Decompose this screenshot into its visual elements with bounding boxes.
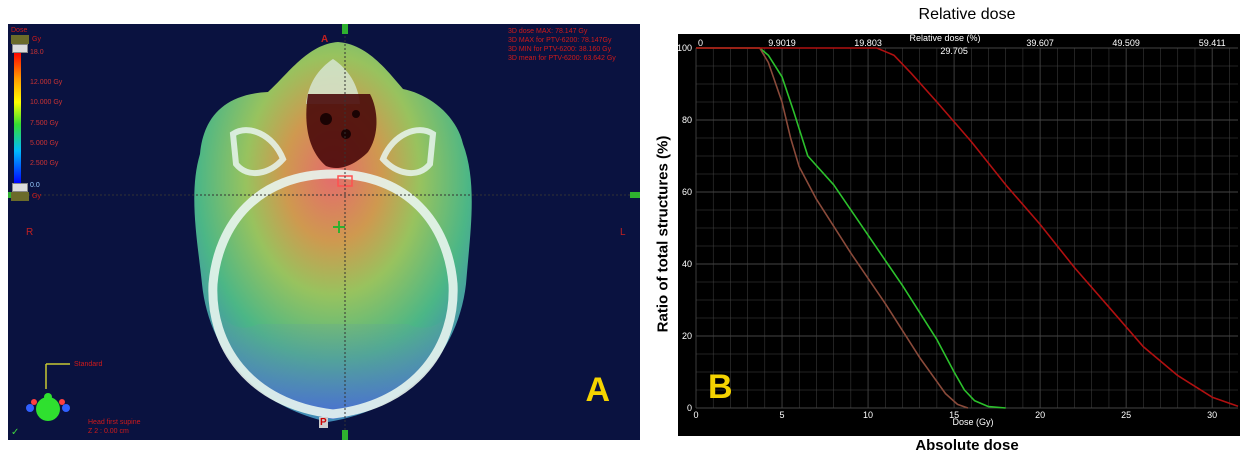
x-tick-label: 5 [780, 410, 785, 420]
grid [695, 47, 1238, 409]
y-tick-label: 80 [682, 115, 692, 125]
dose-stat: 3D MAX for PTV-6200: 78.147Gy [508, 37, 612, 44]
top-tick-label: 19.803 [854, 38, 882, 48]
scale-label: 2.500 Gy [30, 160, 59, 167]
y-tick-label: 40 [682, 259, 692, 269]
dose-viewer-panel[interactable]: Dose Gy Gy 18.0 12.000 Gy 10.000 Gy 7.50… [8, 24, 640, 440]
x-tick-label: 25 [1121, 410, 1131, 420]
tick-labels: 0 5 10 15 20 25 30 0 20 40 60 80 100 0 9.9019 19.803 29.… [678, 38, 1226, 420]
dvh-series-line-3 [696, 47, 1239, 407]
top-tick-label: 59.411 [1199, 38, 1226, 48]
x-tick-label: 30 [1207, 410, 1217, 420]
top-tick-label: 49.509 [1112, 38, 1140, 48]
chart-title: Relative dose [918, 6, 1016, 23]
dose-stat: 3D MIN for PTV-6200: 38.160 Gy [508, 46, 612, 53]
dose-stat: 3D mean for PTV-6200: 63.642 Gy [508, 55, 616, 62]
dose-bottom-unit: Gy [32, 193, 41, 200]
y-axis-label: Ratio of total structures (%) [654, 135, 672, 333]
scale-bottom-handle[interactable] [12, 183, 28, 192]
ct-dose-image [8, 24, 640, 440]
scale-label: 5.000 Gy [30, 140, 59, 147]
panel-letter-a: A [585, 371, 610, 409]
top-tick-label: 29.705 [940, 46, 968, 56]
orientation-left: L [620, 227, 626, 238]
y-axis-label-wrap: Ratio of total structures (%) [648, 34, 678, 434]
x-tick-label: 20 [1035, 410, 1045, 420]
panel-letter-b: B [708, 368, 733, 406]
x-tick-label: 10 [863, 410, 873, 420]
scale-label: 0.0 [30, 182, 40, 189]
y-tick-label: 60 [682, 187, 692, 197]
dose-stat: 3D dose MAX: 78.147 Gy [508, 28, 588, 35]
check-icon: ✓ [11, 427, 20, 438]
plot-background [678, 34, 1240, 436]
dose-color-scale [14, 52, 21, 184]
x-tick-label: 0 [693, 410, 698, 420]
dose-min-field[interactable] [11, 192, 29, 201]
scale-label: 12.000 Gy [30, 79, 63, 86]
patient-position: Head first supine [88, 419, 141, 426]
patient-orientation-figure [36, 397, 60, 421]
skull-rim [208, 169, 458, 419]
dvh-series-line-1 [696, 47, 1006, 409]
x-axis-outer-label: Absolute dose [915, 437, 1019, 454]
orientation-right: R [26, 227, 34, 238]
top-tick-label: 0 [698, 38, 703, 48]
y-tick-label: 100 [678, 43, 692, 53]
orientation-posterior: P [319, 417, 328, 428]
inner-x-label: Dose (Gy) [952, 417, 993, 427]
orientation-anterior: A [321, 34, 329, 45]
series-lines [696, 47, 1239, 409]
top-tick-label: 39.607 [1026, 38, 1054, 48]
scale-top-handle[interactable] [12, 44, 28, 53]
scale-label: 18.0 [30, 49, 44, 56]
view-label: Standard [74, 361, 103, 368]
dose-max-field[interactable] [11, 35, 29, 44]
dvh-chart: 0 5 10 15 20 25 30 0 20 40 60 80 100 0 9.9019 19.803 29.… [678, 34, 1240, 436]
inner-top-label: Relative dose (%) [909, 34, 980, 43]
top-tick-label: 9.9019 [768, 38, 796, 48]
dvh-series-line-2 [696, 47, 969, 409]
x-tick-label: 15 [949, 410, 959, 420]
scale-label: 7.500 Gy [30, 120, 59, 127]
dose-header: Dose [11, 27, 28, 34]
scale-label: 10.000 Gy [30, 99, 63, 106]
slice-position: Z 2 : 0.00 cm [88, 428, 129, 435]
y-tick-label: 0 [687, 403, 692, 413]
y-tick-label: 20 [682, 331, 692, 341]
dose-top-unit: Gy [32, 36, 41, 43]
